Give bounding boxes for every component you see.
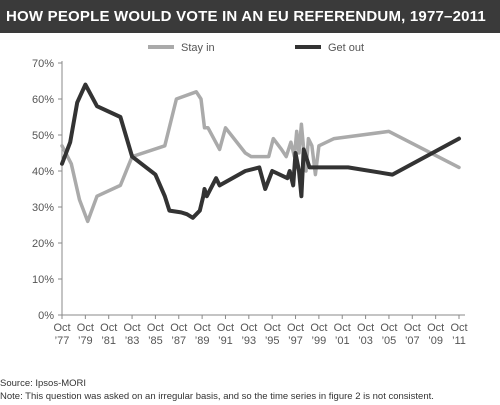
x-tick-label-year: ’03 [358,335,373,347]
x-tick-label-year: ’85 [148,335,163,347]
x-tick-label-year: ’77 [55,335,70,347]
y-tick-label: 30% [32,202,54,214]
source-note: Source: Ipsos-MORI [0,378,87,389]
title-bar: HOW PEOPLE WOULD VOTE IN AN EU REFERENDU… [0,0,500,33]
x-tick-label-year: ’09 [428,335,443,347]
x-tick-label-month: Oct [147,322,164,334]
x-tick-label-year: ’99 [312,335,327,347]
x-tick-label-year: ’01 [335,335,350,347]
x-tick-label-month: Oct [427,322,444,334]
chart-axes: 0%10%20%30%40%50%60%70%Oct’77Oct’79Oct’8… [32,58,468,347]
series-line-get-out [60,82,461,220]
x-tick-label-month: Oct [123,322,140,334]
x-tick-label-year: ’11 [452,335,466,347]
y-tick-label: 60% [32,94,54,106]
y-tick-label: 40% [32,166,54,178]
x-tick-label-year: ’79 [78,335,93,347]
x-tick-label-month: Oct [264,322,281,334]
x-tick-label-year: ’07 [405,335,420,347]
x-tick-label-year: ’97 [288,335,303,347]
x-tick-label-year: ’87 [171,335,186,347]
x-tick-label-month: Oct [310,322,327,334]
chart-title: HOW PEOPLE WOULD VOTE IN AN EU REFERENDU… [6,8,486,25]
legend: Stay in Get out [148,42,364,54]
footnote: Note: This question was asked on an irre… [0,391,434,402]
x-tick-label-month: Oct [380,322,397,334]
x-tick-label-month: Oct [170,322,187,334]
x-tick-label-month: Oct [194,322,211,334]
x-tick-label-month: Oct [53,322,70,334]
x-tick-label-month: Oct [450,322,467,334]
y-tick-label: 0% [38,310,54,322]
legend-label-stay-in: Stay in [181,42,215,54]
chart-series [60,82,461,224]
series-line-stay-in [60,90,461,224]
x-tick-label-month: Oct [77,322,94,334]
y-tick-label: 70% [32,58,54,70]
x-tick-label-year: ’81 [101,335,116,347]
x-tick-label-month: Oct [287,322,304,334]
x-tick-label-month: Oct [404,322,421,334]
x-tick-label-year: ’95 [265,335,280,347]
x-tick-label-month: Oct [240,322,257,334]
line-chart: Stay in Get out 0% 10% 20% 30% 40% 50% 60% 70% Oc… [32,42,468,347]
x-tick-label-year: ’93 [241,335,256,347]
x-tick-label-year: ’89 [195,335,210,347]
x-tick-label-month: Oct [217,322,234,334]
x-tick-label-year: ’05 [382,335,397,347]
x-tick-label-year: ’91 [218,335,233,347]
y-tick-label: 10% [32,274,54,286]
x-tick-label-year: ’83 [125,335,140,347]
y-tick-label: 20% [32,238,54,250]
x-tick-label-month: Oct [357,322,374,334]
y-tick-label: 50% [32,130,54,142]
x-tick-label-month: Oct [100,322,117,334]
x-tick-label-month: Oct [334,322,351,334]
legend-label-get-out: Get out [328,42,364,54]
